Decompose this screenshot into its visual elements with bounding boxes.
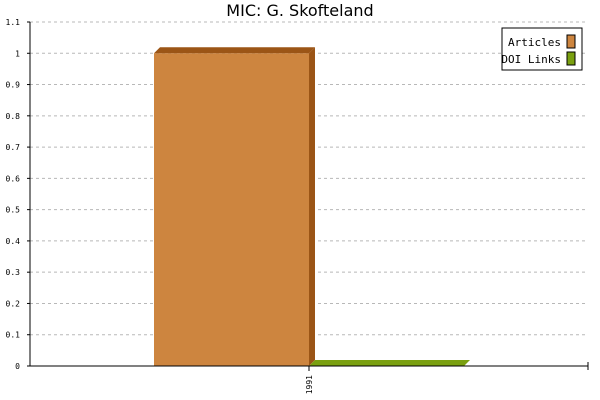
y-tick-label: 1 xyxy=(15,49,20,58)
y-tick-label: 0.1 xyxy=(6,331,21,340)
y-tick-label: 0.9 xyxy=(6,81,21,90)
legend-label-articles: Articles xyxy=(508,36,561,49)
bar-top xyxy=(154,47,315,54)
legend: Articles DOI Links xyxy=(501,27,583,71)
chart-title: MIC: G. Skofteland xyxy=(226,1,373,20)
y-tick-label: 0.7 xyxy=(6,143,21,152)
y-tick-label: 0.5 xyxy=(6,206,21,215)
y-tick-label: 0.3 xyxy=(6,268,21,277)
y-tick-label: 1.1 xyxy=(6,18,21,27)
y-tick-label: 0.6 xyxy=(6,174,21,183)
y-tick-label: 0.8 xyxy=(6,112,21,121)
legend-swatch-articles xyxy=(566,34,576,49)
legend-swatch-doi-links xyxy=(566,51,576,66)
bar-doi-links-1991 xyxy=(309,360,470,366)
bar-face xyxy=(154,53,309,366)
y-ticks-group: 0 0.1 0.2 0.3 0.4 0.5 0.6 0.7 0.8 0.9 1 1.1 xyxy=(6,18,589,371)
bar-articles-1991 xyxy=(154,47,315,366)
y-tick-label: 0.4 xyxy=(6,237,21,246)
y-tick-label: 0.2 xyxy=(6,299,21,308)
y-tick-label: 0 xyxy=(15,362,20,371)
bar-side xyxy=(309,47,315,366)
x-ticks-group: 1991 xyxy=(305,366,314,394)
legend-label-doi-links: DOI Links xyxy=(501,53,561,66)
x-tick-label: 1991 xyxy=(305,375,314,394)
bar-top xyxy=(309,360,470,366)
bars-group xyxy=(154,47,470,366)
